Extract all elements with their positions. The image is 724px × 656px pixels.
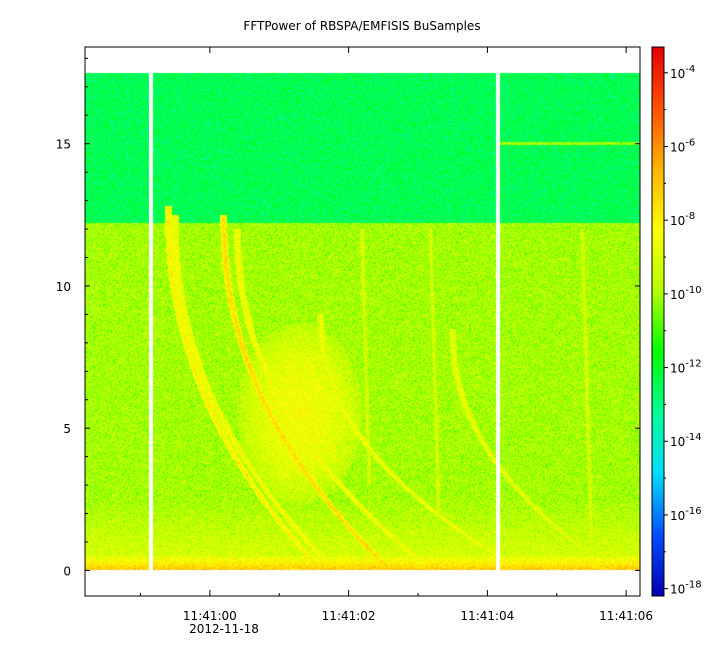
x-date-label: 2012-11-18: [189, 622, 259, 636]
spectrogram-image: [85, 47, 640, 596]
colorbar-tick-label: 10-12: [670, 359, 702, 376]
y-tick-label: 10: [56, 280, 71, 294]
colorbar-tick-label: 10-14: [670, 432, 702, 449]
colorbar-tick-label: 10-10: [670, 285, 702, 302]
colorbar-tick-label: 10-16: [670, 506, 702, 523]
colorbar-tick-label: 10-6: [670, 137, 695, 154]
x-tick-label: 11:41:02: [322, 609, 376, 623]
x-axis: 11:41:00 11:41:02 11:41:04 11:41:06: [140, 47, 653, 623]
y-axis: 0 5 10 15: [56, 57, 640, 578]
colorbar-ticks: 10-4 10-6 10-8 10-10 10-12 10-14 10-16 10-18: [664, 64, 702, 597]
x-tick-label: 11:41:04: [460, 609, 514, 623]
plot-frame: [84, 46, 641, 597]
x-tick-label: 11:41:00: [183, 609, 237, 623]
x-tick-label: 11:41:06: [599, 609, 653, 623]
colorbar-tick-label: 10-8: [670, 211, 695, 228]
colorbar-tick-label: 10-4: [670, 64, 695, 81]
colorbar: [651, 46, 665, 597]
chart-title: FFTPower of RBSPA/EMFISIS BuSamples: [243, 19, 480, 33]
colorbar-gradient: [652, 47, 664, 596]
y-tick-label: 0: [63, 564, 71, 578]
y-tick-label: 15: [56, 138, 71, 152]
colorbar-tick-label: 10-18: [670, 580, 702, 597]
y-tick-label: 5: [63, 422, 71, 436]
